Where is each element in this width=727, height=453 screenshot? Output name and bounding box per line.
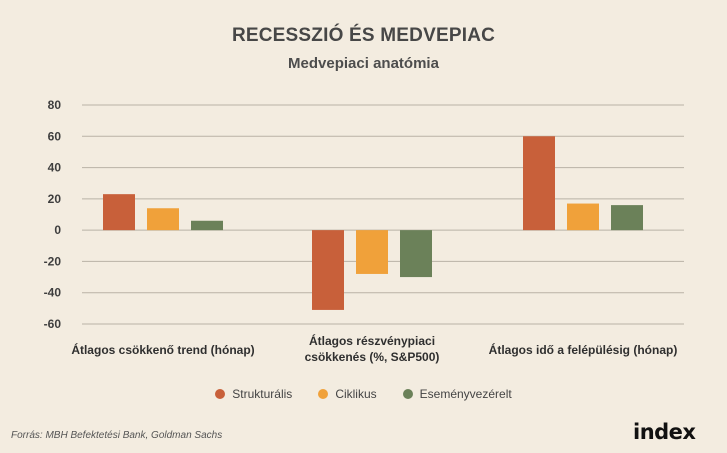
y-tick-label: -20	[44, 254, 62, 268]
legend-label-esemenyvezerelt: Eseményvezérelt	[419, 387, 512, 401]
legend: Strukturális Ciklikus Eseményvezérelt	[0, 387, 727, 401]
y-tick-label: -40	[44, 286, 62, 300]
bar-3-3	[611, 205, 643, 231]
legend-swatch-esemenyvezerelt	[402, 389, 413, 399]
legend-item-ciklikus: Ciklikus	[318, 387, 377, 401]
source-note: Forrás: MBH Befektetési Bank, Goldman Sa…	[11, 430, 223, 441]
y-tick-label: 0	[54, 223, 61, 237]
legend-item-strukturalis: Strukturális	[215, 387, 292, 401]
y-tick-label: -60	[44, 317, 62, 331]
y-tick-label: 20	[48, 192, 62, 206]
bar-3-1	[191, 220, 223, 231]
bar-2-3	[567, 203, 599, 231]
bar-2-2	[356, 230, 388, 274]
category-label: Átlagos részvénypiaci	[309, 333, 435, 348]
category-label: csökkenés (%, S&P500)	[305, 350, 440, 364]
bar-2-1	[147, 208, 179, 231]
index-logo[interactable]: index	[633, 420, 696, 444]
chart-subtitle: Medvepiaci anatómia	[288, 55, 439, 72]
category-label: Átlagos csökkenő trend (hónap)	[71, 342, 254, 357]
bar-1-2	[312, 230, 344, 310]
legend-label-ciklikus: Ciklikus	[335, 387, 377, 401]
legend-swatch-strukturalis	[215, 389, 226, 399]
bar-1-3	[523, 136, 555, 231]
y-tick-label: 40	[48, 161, 62, 175]
legend-label-strukturalis: Strukturális	[232, 387, 293, 401]
bar-1-1	[103, 194, 135, 231]
legend-item-esemenyvezerelt: Eseményvezérelt	[402, 387, 512, 401]
y-tick-label: 80	[48, 98, 62, 112]
legend-swatch-ciklikus	[318, 389, 329, 399]
bar-3-2	[400, 230, 432, 278]
y-tick-label: 60	[48, 129, 62, 143]
category-label: Átlagos idő a felépülésig (hónap)	[489, 342, 678, 357]
chart-title: RECESSZIÓ ÉS MEDVEPIAC	[231, 25, 496, 46]
